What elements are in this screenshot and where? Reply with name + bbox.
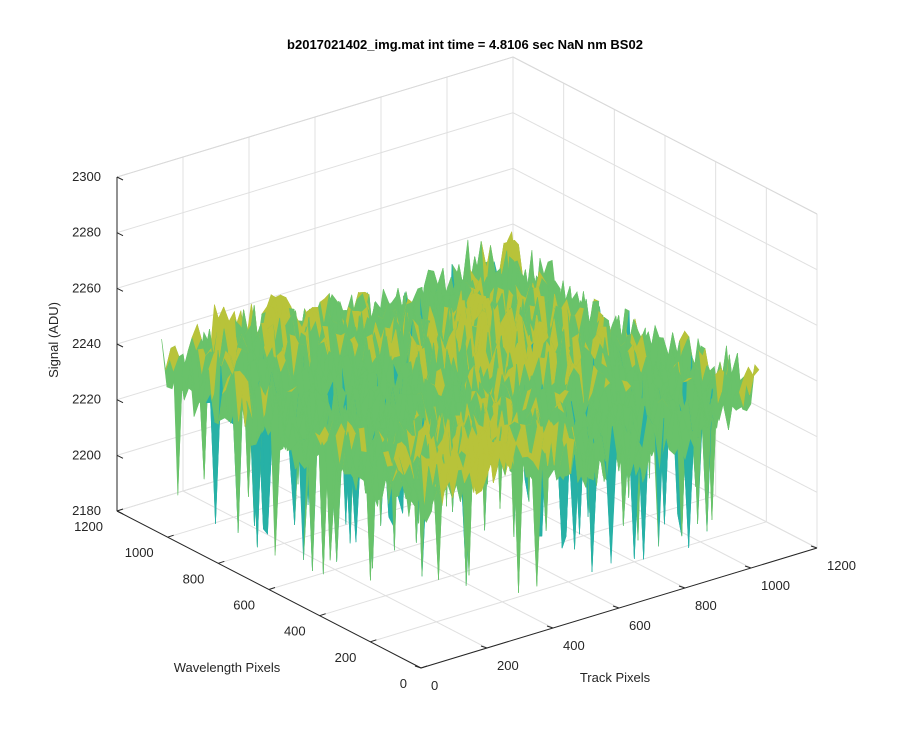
x-tick-label: 600 xyxy=(629,618,651,633)
x-tick-label: 0 xyxy=(431,678,438,693)
surface-plot xyxy=(161,231,760,593)
y-tick-mark xyxy=(167,534,174,538)
x-axis-label: Track Pixels xyxy=(580,670,651,685)
y-tick-label: 800 xyxy=(183,571,205,586)
y-tick-label: 1200 xyxy=(74,519,103,534)
x-tick-mark xyxy=(612,605,620,609)
x-tick-mark xyxy=(414,665,422,669)
x-tick-label: 400 xyxy=(563,638,585,653)
z-tick-mark xyxy=(116,399,124,404)
z-tick-mark xyxy=(116,176,124,181)
y-tick-label: 1000 xyxy=(125,545,154,560)
x-tick-label: 200 xyxy=(497,658,519,673)
y-tick-label: 400 xyxy=(284,624,306,639)
z-tick-label: 2280 xyxy=(72,225,101,240)
y-tick-label: 200 xyxy=(335,650,357,665)
x-tick-label: 800 xyxy=(695,598,717,613)
x-tick-mark xyxy=(480,645,488,649)
y-tick-mark xyxy=(319,613,326,617)
y-tick-mark xyxy=(370,639,377,643)
y-tick-label: 0 xyxy=(400,676,407,691)
y-tick-mark xyxy=(268,587,276,590)
box-edge xyxy=(116,56,514,178)
surface-cell xyxy=(416,489,427,523)
x-tick-mark xyxy=(810,545,818,549)
y-tick-mark xyxy=(420,665,428,669)
grid-line xyxy=(370,521,767,643)
x-tick-mark xyxy=(546,625,554,629)
chart-title: b2017021402_img.mat int time = 4.8106 se… xyxy=(287,37,643,52)
y-tick-mark xyxy=(218,560,225,564)
x-tick-mark xyxy=(678,585,686,589)
z-tick-label: 2200 xyxy=(72,447,101,462)
y-tick-label: 600 xyxy=(233,598,255,613)
z-tick-mark xyxy=(116,287,124,292)
z-tick-label: 2300 xyxy=(72,169,101,184)
z-tick-mark xyxy=(116,232,124,237)
z-tick-mark xyxy=(116,343,124,348)
box-edge xyxy=(512,56,818,215)
z-tick-mark xyxy=(116,454,124,459)
axes xyxy=(116,176,818,669)
x-tick-label: 1200 xyxy=(827,558,856,573)
z-tick-mark xyxy=(116,510,124,515)
z-tick-label: 2260 xyxy=(72,280,101,295)
z-tick-label: 2180 xyxy=(72,503,101,518)
z-tick-label: 2220 xyxy=(72,392,101,407)
y-axis-label: Wavelength Pixels xyxy=(174,660,281,675)
tick-labels: 0 200 400 600 800 1000 1200 0 200 400 600 800 1000 12… xyxy=(72,169,856,693)
y-tick-mark xyxy=(116,508,124,512)
x-tick-mark xyxy=(744,565,752,569)
z-axis-label: Signal (ADU) xyxy=(46,302,61,378)
x-tick-label: 1000 xyxy=(761,578,790,593)
z-tick-label: 2240 xyxy=(72,336,101,351)
